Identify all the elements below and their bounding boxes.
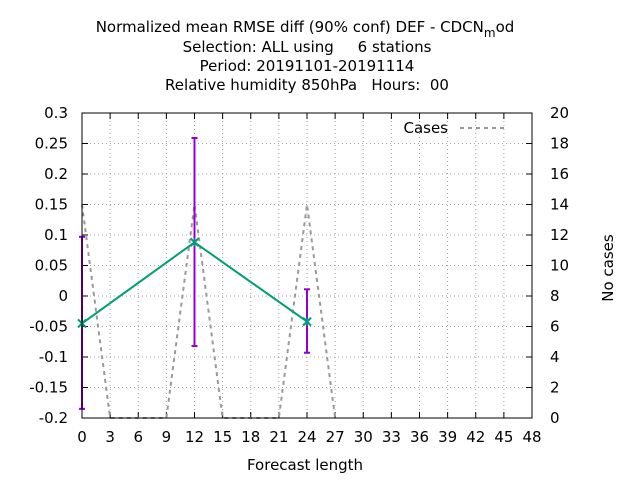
axis-ticks: 0 3 6 9 12 15 18 21 24 27 30 33 36 39 42 45 480.30.250.2… bbox=[29, 104, 569, 446]
x-tick-label: 6 bbox=[133, 428, 143, 446]
y2-tick-label: 10 bbox=[550, 257, 569, 275]
x-tick-label: 0 bbox=[77, 428, 87, 446]
y2-tick-label: 12 bbox=[550, 226, 569, 244]
x-tick-label: 12 bbox=[185, 428, 204, 446]
chart-title-line-4: Relative humidity 850hPa Hours: 00 bbox=[165, 76, 449, 94]
y-tick-label: 0.3 bbox=[44, 104, 68, 122]
data-point bbox=[302, 316, 312, 327]
legend: Cases bbox=[403, 119, 506, 137]
x-tick-label: 42 bbox=[466, 428, 485, 446]
series-layer bbox=[77, 137, 337, 419]
x-tick-label: 18 bbox=[241, 428, 260, 446]
chart-title-line-3: Period: 20191101-20191114 bbox=[200, 57, 415, 75]
legend-label-cases: Cases bbox=[403, 119, 448, 137]
y-tick-label: 0.25 bbox=[35, 135, 68, 153]
y2-tick-label: 20 bbox=[550, 104, 569, 122]
x-tick-label: 33 bbox=[382, 428, 401, 446]
x-tick-label: 9 bbox=[162, 428, 172, 446]
chart-title-line-2: Selection: ALL using 6 stations bbox=[183, 38, 432, 56]
x-tick-label: 30 bbox=[354, 428, 373, 446]
plot-frame bbox=[81, 112, 533, 419]
y-tick-label: 0.15 bbox=[35, 196, 68, 214]
x-tick-label: 21 bbox=[269, 428, 288, 446]
x-tick-label: 45 bbox=[494, 428, 513, 446]
x-tick-label: 15 bbox=[213, 428, 232, 446]
y2-tick-label: 0 bbox=[550, 409, 560, 427]
y2-tick-label: 8 bbox=[550, 287, 560, 305]
x-axis-label: Forecast length bbox=[247, 456, 363, 474]
x-tick-label: 36 bbox=[410, 428, 429, 446]
data-point bbox=[189, 237, 200, 248]
y2-tick-label: 18 bbox=[550, 135, 569, 153]
y-tick-label: -0.05 bbox=[29, 318, 68, 336]
x-tick-label: 24 bbox=[297, 428, 316, 446]
y2-tick-label: 16 bbox=[550, 165, 569, 183]
y2-tick-label: 2 bbox=[550, 379, 560, 397]
y2-axis-label: No cases bbox=[599, 234, 617, 302]
y2-tick-label: 6 bbox=[550, 318, 560, 336]
y-tick-label: -0.2 bbox=[39, 409, 68, 427]
x-tick-label: 3 bbox=[105, 428, 115, 446]
chart-title-line-1: Normalized mean RMSE diff (90% conf) DEF… bbox=[96, 18, 515, 40]
y-tick-label: 0 bbox=[58, 287, 68, 305]
grid bbox=[82, 113, 532, 418]
y2-tick-label: 4 bbox=[550, 348, 560, 366]
y-tick-label: 0.05 bbox=[35, 257, 68, 275]
x-tick-label: 27 bbox=[326, 428, 345, 446]
y2-tick-label: 14 bbox=[550, 196, 569, 214]
y-tick-label: 0.2 bbox=[44, 165, 68, 183]
y-tick-label: -0.15 bbox=[29, 379, 68, 397]
x-tick-label: 39 bbox=[438, 428, 457, 446]
y-tick-label: -0.1 bbox=[39, 348, 68, 366]
y-tick-label: 0.1 bbox=[44, 226, 68, 244]
cases-line bbox=[81, 204, 337, 419]
x-tick-label: 48 bbox=[522, 428, 541, 446]
